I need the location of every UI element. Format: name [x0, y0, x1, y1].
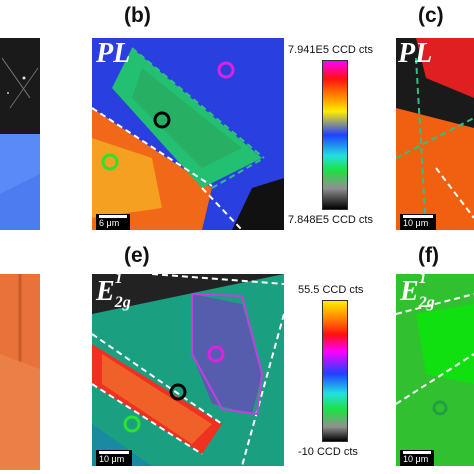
marker-circle-green	[101, 153, 119, 171]
pl-map-b: PL 6 μm	[92, 38, 284, 230]
marker-circle-black	[153, 111, 171, 129]
scalebar-e: 10 μm	[96, 450, 132, 466]
scalebar-b: 6 μm	[96, 214, 130, 230]
optical-image-blue	[0, 134, 40, 230]
marker-circle-magenta	[207, 345, 225, 363]
e2g-map-e: E 1 2g 10 μm	[92, 274, 284, 466]
e2g-tag-f: E 1 2g	[400, 274, 435, 311]
colorbar-bottom-max: 55.5 CCD cts	[298, 284, 364, 296]
marker-circle-black	[169, 383, 187, 401]
e2g-tag-e: E 1 2g	[96, 274, 131, 311]
scalebar-f: 10 μm	[400, 450, 434, 466]
colorbar-top	[322, 60, 348, 210]
panel-label-f: (f)	[418, 244, 439, 267]
colorbar-top-max: 7.941E5 CCD cts	[288, 44, 373, 56]
pl-tag-b: PL	[96, 38, 131, 69]
scalebar-c: 10 μm	[400, 214, 436, 230]
marker-circle-magenta	[217, 61, 235, 79]
colorbar-bottom-min: -10 CCD cts	[298, 446, 358, 458]
colorbar-bottom	[322, 300, 348, 442]
marker-circle-green	[123, 415, 141, 433]
optical-image-top	[0, 38, 40, 134]
pl-map-c: PL 10 μm	[396, 38, 474, 230]
panel-label-b: (b)	[124, 4, 151, 27]
e2g-map-f: E 1 2g 10 μm	[396, 274, 474, 466]
optical-image-orange	[0, 274, 40, 470]
panel-label-e: (e)	[124, 244, 150, 267]
panel-label-c: (c)	[418, 4, 444, 27]
pl-tag-c: PL	[398, 38, 433, 69]
colorbar-top-min: 7.848E5 CCD cts	[288, 214, 373, 226]
